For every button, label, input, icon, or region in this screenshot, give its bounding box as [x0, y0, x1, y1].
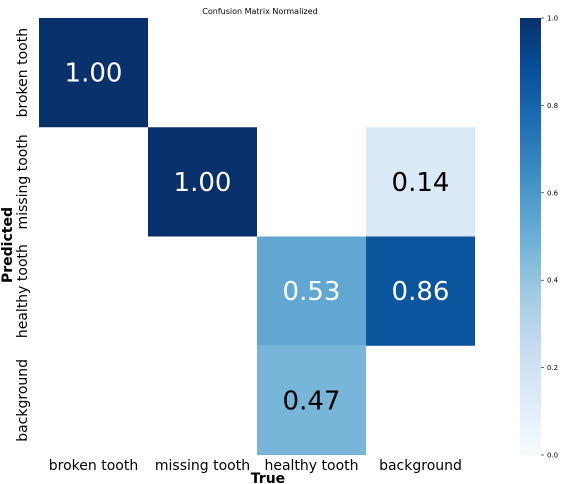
colorbar-tick-label: 0.6: [547, 189, 559, 197]
heatmap-cell: [257, 345, 366, 455]
heatmap-cell: [257, 236, 366, 346]
cell-value-label: 1.00: [174, 168, 232, 198]
cell-value-label: 0.86: [392, 277, 450, 307]
heatmap-cell: [366, 127, 475, 237]
y-axis-label: Predicted: [0, 207, 16, 283]
y-tick-label: healthy tooth: [15, 244, 31, 338]
heatmap-cell: [39, 18, 148, 128]
heatmap-cell: [148, 127, 257, 237]
colorbar-tick-label: 0.8: [547, 102, 558, 110]
x-axis-label: True: [251, 471, 285, 484]
heatmap-cells: 1.00 1.00 0.14 0.53 0.86 0.47: [39, 18, 475, 455]
colorbar-tick-label: 0.4: [547, 277, 559, 285]
colorbar-tick-label: 1.0: [547, 15, 558, 23]
x-tick-label: healthy tooth: [264, 458, 358, 474]
cell-value-label: 0.14: [392, 168, 450, 198]
y-tick-label: broken tooth: [15, 28, 31, 117]
chart-title: Confusion Matrix Normalized: [202, 7, 317, 16]
heatmap-cell: [366, 236, 475, 346]
colorbar: [520, 18, 541, 455]
x-tick-label: background: [379, 458, 462, 474]
cell-value-label: 0.53: [283, 277, 341, 307]
cell-value-label: 0.47: [283, 386, 341, 416]
y-tick-label: background: [15, 359, 31, 442]
colorbar-ticks: 0.0 0.2 0.4 0.6 0.8 1.0: [541, 15, 559, 460]
x-tick-label: broken tooth: [49, 458, 138, 474]
y-tick-label: missing tooth: [15, 134, 31, 229]
colorbar-tick-label: 0.0: [547, 452, 558, 460]
x-tick-labels: broken tooth missing tooth healthy tooth ba…: [49, 458, 462, 474]
cell-value-label: 1.00: [65, 59, 123, 89]
y-tick-labels: broken tooth missing tooth healthy tooth ba…: [15, 28, 31, 442]
x-tick-label: missing tooth: [155, 458, 250, 474]
colorbar-tick-label: 0.2: [547, 364, 558, 372]
